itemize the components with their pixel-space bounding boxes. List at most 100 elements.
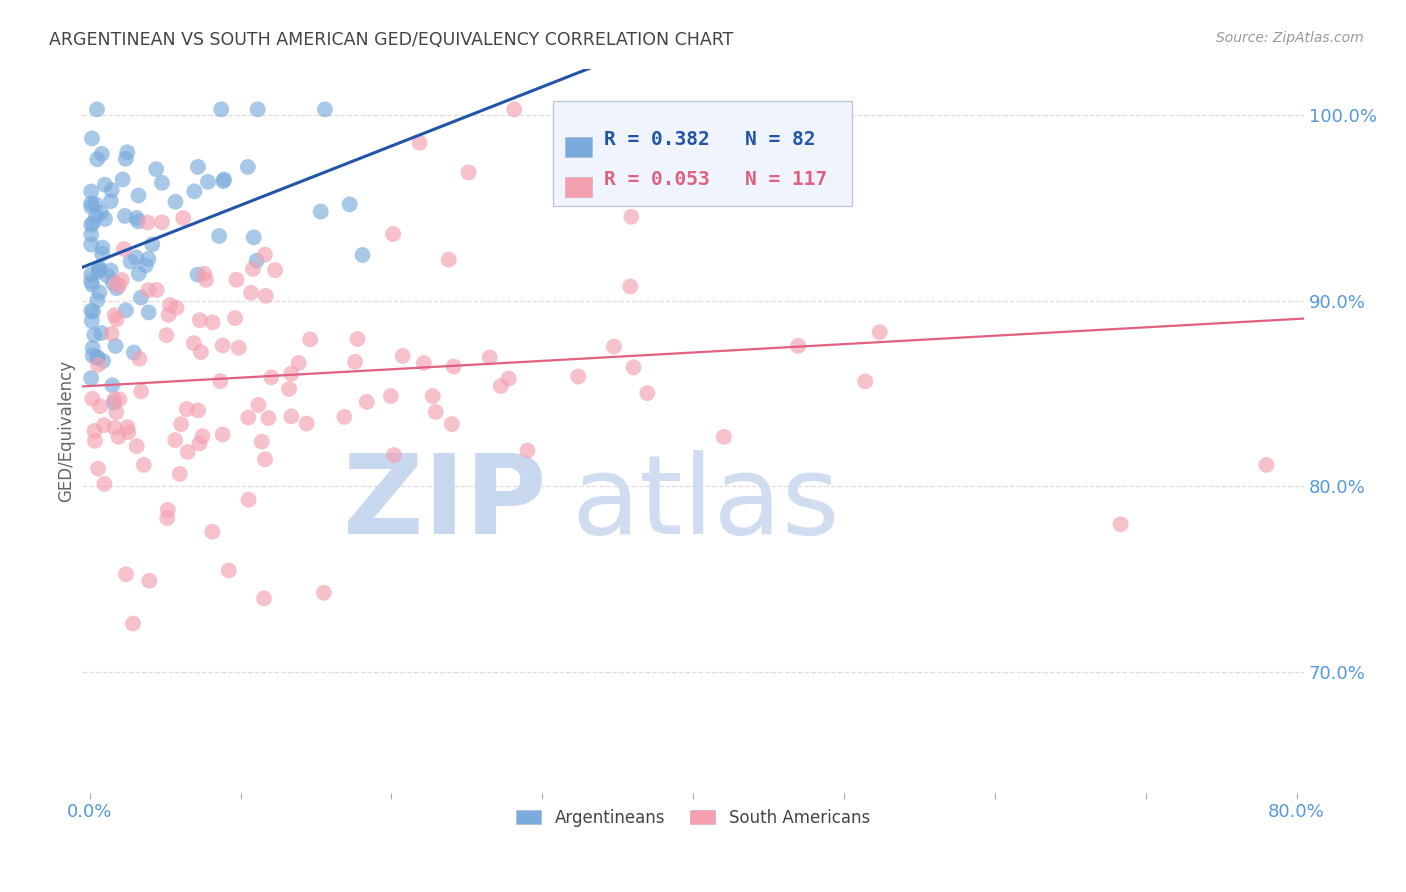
Point — [240, 285, 263, 300]
Point — [260, 370, 283, 384]
Point — [742, 128, 765, 142]
Point — [84, 197, 107, 211]
Text: R = 0.053   N = 117: R = 0.053 N = 117 — [605, 170, 828, 189]
Point — [159, 298, 181, 312]
Point — [620, 210, 643, 224]
Point — [193, 267, 215, 281]
Point — [80, 131, 103, 145]
Point — [352, 248, 374, 262]
Point — [94, 211, 117, 226]
Point — [125, 439, 148, 453]
Point — [636, 386, 658, 401]
Point — [115, 303, 138, 318]
Point — [382, 227, 405, 241]
Point — [105, 281, 128, 295]
Point — [117, 425, 139, 440]
Point — [80, 200, 103, 214]
Point — [165, 194, 187, 209]
Point — [211, 338, 233, 352]
Point — [80, 303, 103, 318]
Point — [287, 356, 309, 370]
Point — [157, 308, 180, 322]
Point — [422, 389, 444, 403]
Point — [787, 339, 810, 353]
Point — [346, 332, 368, 346]
Point — [128, 267, 150, 281]
Point — [82, 341, 104, 355]
Point — [190, 345, 212, 359]
Point — [212, 174, 235, 188]
Point — [127, 188, 149, 202]
Point — [247, 398, 270, 412]
Point — [314, 103, 336, 117]
Point — [138, 283, 160, 297]
Point — [104, 339, 127, 353]
Point — [228, 341, 250, 355]
Point — [246, 253, 269, 268]
Point — [89, 260, 111, 275]
Point — [437, 252, 460, 267]
Point — [104, 308, 127, 322]
Point — [356, 394, 378, 409]
Point — [280, 409, 302, 424]
Point — [242, 261, 264, 276]
Point — [183, 336, 205, 351]
Y-axis label: GED/Equivalency: GED/Equivalency — [58, 359, 75, 501]
Point — [177, 445, 200, 459]
Point — [108, 278, 131, 293]
Point — [264, 263, 287, 277]
Point — [187, 160, 209, 174]
Point — [236, 160, 259, 174]
Point — [80, 218, 103, 232]
Point — [111, 273, 134, 287]
Point — [136, 215, 159, 229]
Point — [489, 379, 512, 393]
Point — [93, 418, 115, 433]
Text: atlas: atlas — [571, 450, 839, 557]
Point — [80, 314, 103, 328]
Point — [128, 351, 150, 366]
Point — [91, 241, 114, 255]
Point — [309, 204, 332, 219]
Point — [869, 325, 891, 339]
Text: R = 0.382   N = 82: R = 0.382 N = 82 — [605, 130, 815, 150]
Point — [122, 616, 145, 631]
Point — [86, 293, 108, 308]
Point — [457, 165, 479, 179]
Point — [82, 216, 104, 230]
Point — [89, 262, 111, 277]
Point — [380, 389, 402, 403]
Point — [101, 276, 124, 290]
Point — [90, 146, 112, 161]
Point — [115, 567, 138, 582]
Text: ZIP: ZIP — [343, 450, 547, 557]
Point — [208, 229, 231, 244]
Point — [412, 356, 434, 370]
Point — [155, 328, 177, 343]
Point — [280, 367, 302, 381]
Point — [86, 351, 108, 365]
Point — [295, 417, 318, 431]
Point — [138, 574, 160, 588]
Point — [567, 369, 589, 384]
Bar — [565, 137, 592, 158]
Point — [80, 227, 103, 242]
Point — [278, 382, 301, 396]
Point — [250, 434, 273, 449]
Point — [623, 360, 645, 375]
Point — [94, 178, 117, 192]
Point — [125, 211, 148, 225]
Point — [254, 289, 277, 303]
Point — [104, 277, 127, 291]
Point — [169, 467, 191, 481]
Point — [91, 354, 114, 368]
Point — [136, 252, 159, 266]
Point — [242, 230, 264, 244]
Point — [100, 263, 122, 277]
Point — [1256, 458, 1278, 472]
Point — [100, 326, 122, 341]
Point — [343, 355, 366, 369]
Point — [80, 371, 103, 385]
Point — [551, 127, 574, 141]
Point — [176, 402, 198, 417]
